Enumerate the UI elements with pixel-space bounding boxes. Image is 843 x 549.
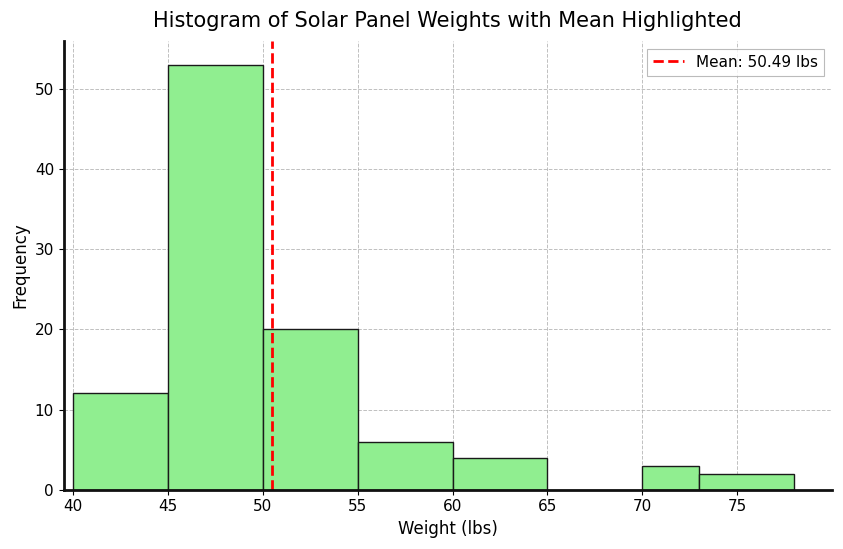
Bar (699, 474, 794, 490)
Bar (168, 65, 263, 490)
Bar (357, 441, 453, 490)
Title: Histogram of Solar Panel Weights with Mean Highlighted: Histogram of Solar Panel Weights with Me… (153, 11, 742, 31)
Bar (263, 329, 357, 490)
Mean: 50.49 lbs: (50.5, 1): 50.49 lbs: (50.5, 1) (267, 478, 277, 485)
Bar (73, 394, 168, 490)
X-axis label: Weight (lbs): Weight (lbs) (398, 520, 497, 538)
Bar (642, 466, 699, 490)
Bar (453, 457, 547, 490)
Legend: Mean: 50.49 lbs: Mean: 50.49 lbs (647, 49, 824, 76)
Mean: 50.49 lbs: (50.5, 0): 50.49 lbs: (50.5, 0) (267, 486, 277, 493)
Y-axis label: Frequency: Frequency (11, 222, 30, 308)
